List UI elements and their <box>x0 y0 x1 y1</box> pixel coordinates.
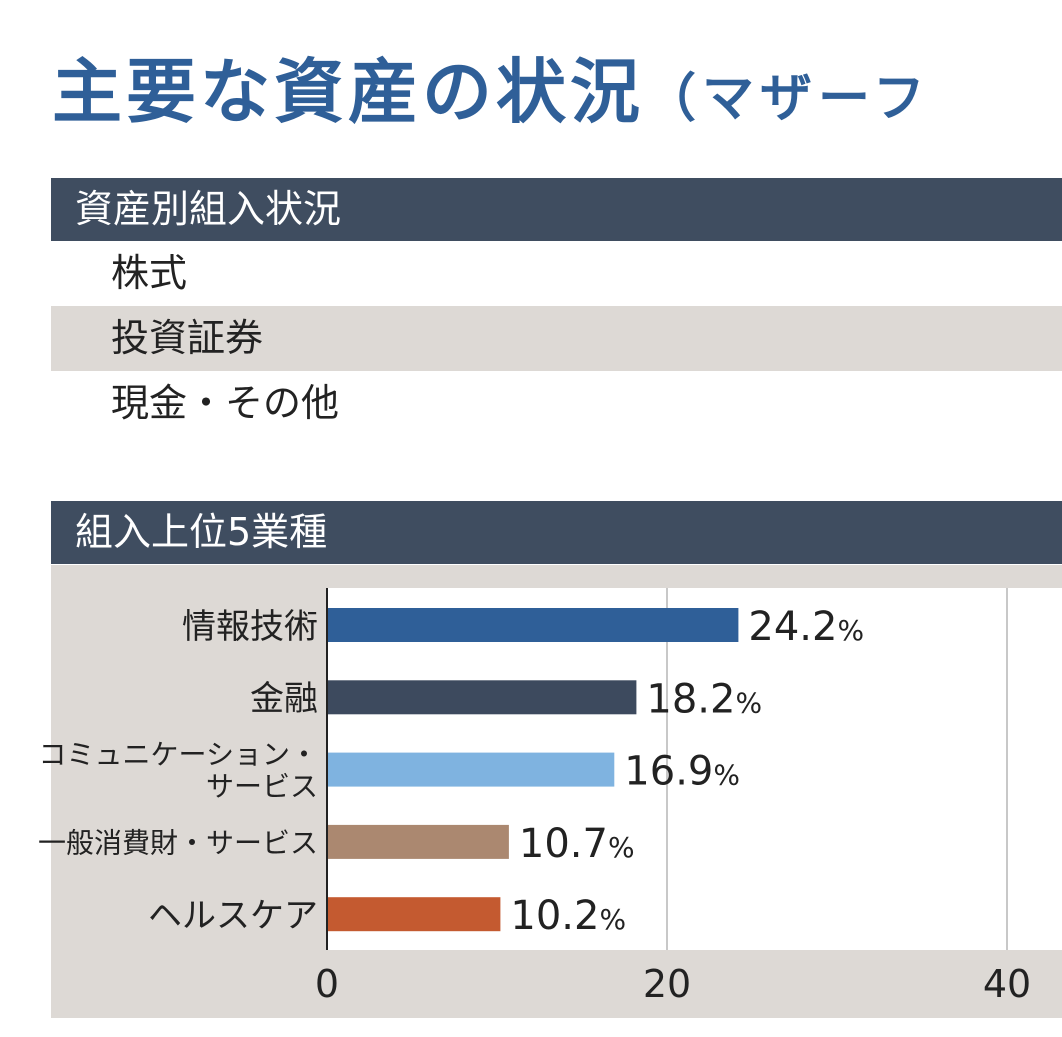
page-title: 主要な資産の状況（マザーフ <box>52 52 931 139</box>
unit-label: % <box>608 831 635 864</box>
category-label: ヘルスケア <box>148 896 318 936</box>
asset-section-header: 資産別組入状況 <box>51 178 1062 241</box>
unit-label: % <box>599 903 626 936</box>
category-label: サービス <box>206 770 318 803</box>
bar <box>327 752 615 787</box>
category-label: 金融 <box>250 679 318 719</box>
title-sub: （マザーフ <box>644 69 931 129</box>
asset-row: 現金・その他 <box>111 381 340 425</box>
x-tick-label: 40 <box>983 962 1031 1006</box>
x-tick-label: 0 <box>315 962 339 1006</box>
bar <box>327 608 739 642</box>
title-main: 主要な資産の状況 <box>52 51 644 133</box>
category-label: コミュニケーション・ <box>39 738 318 771</box>
bar <box>327 680 637 715</box>
asset-row: 株式 <box>111 251 188 295</box>
x-tick-label: 20 <box>643 962 691 1006</box>
unit-label: % <box>837 614 864 647</box>
unit-label: % <box>713 759 740 792</box>
unit-label: % <box>735 686 762 719</box>
bar <box>327 824 509 859</box>
sector-section-header: 組入上位5業種 <box>51 501 1062 564</box>
category-label: 一般消費財・サービス <box>38 827 318 860</box>
category-label: 情報技術 <box>182 607 318 647</box>
asset-row: 投資証券 <box>51 306 1062 371</box>
bar <box>327 897 501 932</box>
